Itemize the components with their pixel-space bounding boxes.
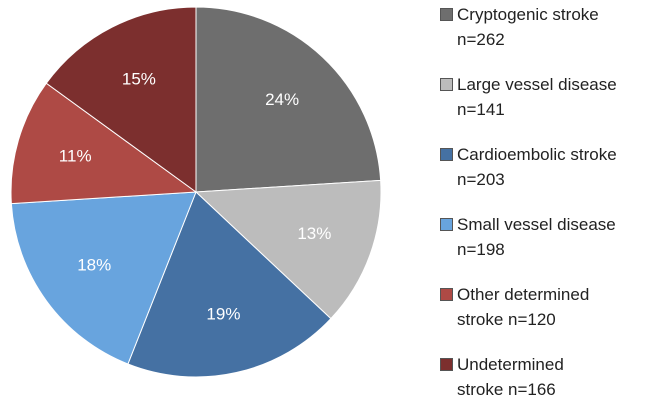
legend-label: Large vessel disease n=141 [457,75,617,119]
legend-swatch [440,358,453,371]
slice-label: 18% [77,255,111,274]
legend-swatch [440,148,453,161]
legend-swatch [440,218,453,231]
pie-slice [127,191,332,378]
legend-label: Cryptogenic stroke n=262 [457,5,599,49]
pie-slice [45,6,197,193]
pie-slice [10,191,197,365]
legend-item: Cryptogenic stroke n=262 [440,2,599,52]
slice-label: 19% [206,304,240,323]
legend-label: Cardioembolic stroke n=203 [457,145,617,189]
legend-swatch [440,8,453,21]
legend-item: Other determined stroke n=120 [440,282,589,332]
pie-slice [194,179,382,320]
legend-swatch [440,78,453,91]
legend-item: Cardioembolic stroke n=203 [440,142,617,192]
legend-label: Small vessel disease n=198 [457,215,616,259]
pie-slice [10,82,198,205]
legend-item: Undetermined stroke n=166 [440,352,564,402]
legend-item: Large vessel disease n=141 [440,72,617,122]
legend-label: Undetermined stroke n=166 [457,355,564,399]
legend-item: Small vessel disease n=198 [440,212,616,262]
slice-label: 13% [297,224,331,243]
slice-label: 24% [265,90,299,109]
legend-label: Other determined stroke n=120 [457,285,590,329]
slice-label: 15% [122,69,156,88]
slice-label: 11% [59,146,92,165]
legend-swatch [440,288,453,301]
pie-slice [195,6,382,193]
